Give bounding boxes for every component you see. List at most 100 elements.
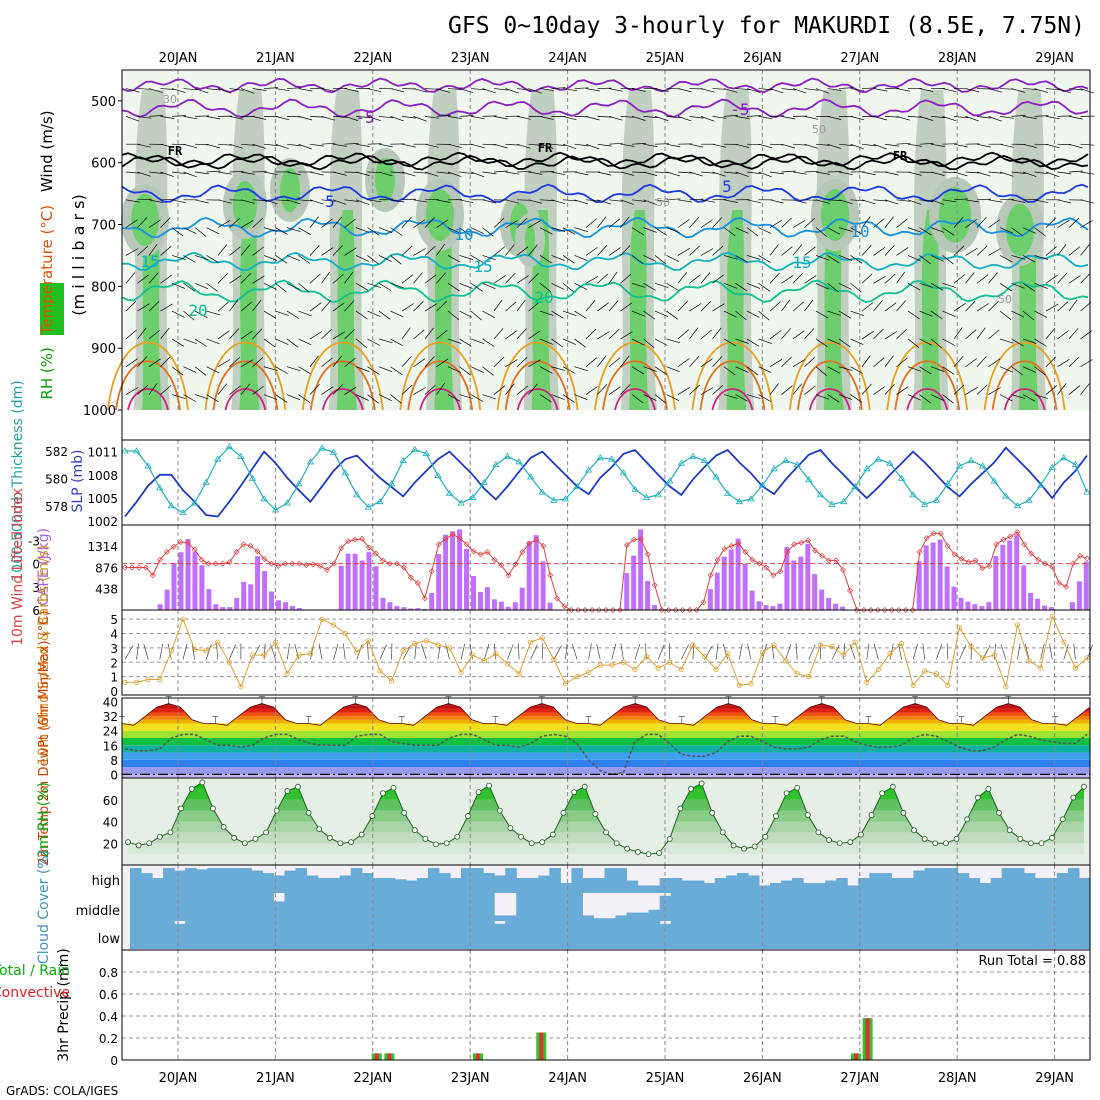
wind-speed-point	[296, 652, 302, 658]
wind-barb	[689, 216, 700, 228]
wind10m-barb	[414, 643, 417, 660]
li-point	[742, 549, 749, 556]
li-point	[909, 607, 916, 613]
wind-barb	[413, 387, 426, 395]
wind-barb	[988, 272, 998, 284]
wind-barb	[815, 88, 830, 94]
wind-barb	[585, 247, 598, 256]
rh-point	[316, 826, 323, 833]
wind-barb	[597, 331, 610, 340]
wind-barb	[677, 300, 688, 312]
thickness-point	[167, 502, 176, 509]
cloud-high-bar	[968, 878, 981, 893]
wind10m-barb	[982, 645, 991, 660]
wind10m-barb	[518, 643, 520, 660]
wind-barb	[735, 255, 748, 263]
wind-barb	[712, 384, 724, 395]
wind-barb	[332, 273, 344, 284]
cloud-high-bar	[494, 875, 506, 893]
cloud-middle-bar	[494, 915, 506, 921]
wind-barb	[367, 394, 379, 404]
wind-barb	[735, 394, 748, 402]
wind-barb	[470, 227, 484, 234]
isotherm-label: 15	[473, 257, 492, 276]
wind-barb	[1057, 272, 1068, 284]
wind-barb	[585, 275, 599, 284]
rh-low-band	[128, 854, 1084, 865]
cloud-middle-bar	[1045, 893, 1058, 921]
cloud-high-bar	[847, 885, 859, 893]
wind10m-barb	[469, 643, 474, 660]
wind-barb	[1034, 88, 1049, 93]
wind-barb	[654, 88, 669, 93]
wind-barb	[505, 171, 520, 175]
y-tick-label: 1000	[83, 404, 116, 419]
cloud-low-bar	[891, 921, 903, 949]
wind-barb	[1045, 356, 1057, 367]
cloud-high-bar	[869, 873, 881, 893]
wind-barb	[574, 199, 589, 205]
wind-barb	[252, 171, 267, 173]
li-point	[407, 574, 414, 581]
wind-barb	[298, 227, 311, 235]
rh-point	[433, 841, 439, 848]
wind-barb	[804, 328, 815, 340]
wind-barb	[804, 217, 815, 228]
wind-barb	[516, 356, 528, 367]
wind-barb	[735, 366, 749, 373]
wind-barb	[459, 338, 472, 347]
wind-speed-point	[400, 648, 406, 654]
cloud-middle-bar	[416, 893, 429, 921]
cape-bar	[505, 606, 511, 610]
precip-label: 3hr Precip (mm)	[56, 948, 72, 1061]
wind-barb	[1011, 115, 1026, 117]
cloud-middle-bar	[770, 893, 782, 921]
wind-speed-point	[794, 671, 800, 677]
wind-barb	[332, 384, 343, 395]
li-point	[1056, 579, 1063, 586]
wind-barb	[252, 275, 265, 284]
wind-barb	[666, 227, 680, 234]
wind-barb	[229, 356, 240, 367]
cloud-middle-bar	[339, 893, 352, 921]
wind-speed-point	[1061, 639, 1067, 645]
li-point	[254, 548, 261, 555]
wind-barb	[493, 246, 506, 256]
wind-barb	[942, 255, 954, 265]
wind-barb	[907, 310, 920, 320]
rh-point	[1006, 827, 1013, 834]
wind-barb	[1080, 272, 1091, 284]
wind-barb	[700, 300, 712, 312]
wind-barb	[942, 199, 957, 203]
rh-point	[613, 840, 620, 847]
wind-speed-point	[922, 668, 928, 674]
wind10m-barb	[704, 645, 713, 660]
cloud-high-bar	[836, 878, 848, 893]
wind-barb	[1022, 338, 1037, 344]
wind-barb	[942, 338, 956, 346]
wind-barb	[378, 255, 392, 262]
cape-bar	[979, 606, 985, 610]
rh-point	[401, 809, 408, 816]
wind-barb	[735, 116, 750, 119]
rh-green-patch	[336, 210, 357, 410]
cloud-high-bar	[759, 885, 771, 893]
wind-barb	[758, 338, 772, 345]
wind-barb	[436, 171, 451, 174]
wind-barb	[643, 282, 656, 291]
rh-tick-label: 20	[103, 837, 118, 851]
cape-bar	[930, 542, 936, 610]
thickness-point	[457, 499, 465, 506]
wind-barb	[838, 87, 854, 89]
wind-barb	[194, 227, 207, 237]
wind-speed-point	[713, 666, 719, 673]
wind-barb	[700, 358, 713, 368]
wind-barb	[194, 199, 209, 204]
li-point	[763, 564, 770, 571]
wind-barb	[240, 143, 255, 146]
wind-barb	[654, 116, 669, 122]
li-point	[1042, 560, 1049, 567]
